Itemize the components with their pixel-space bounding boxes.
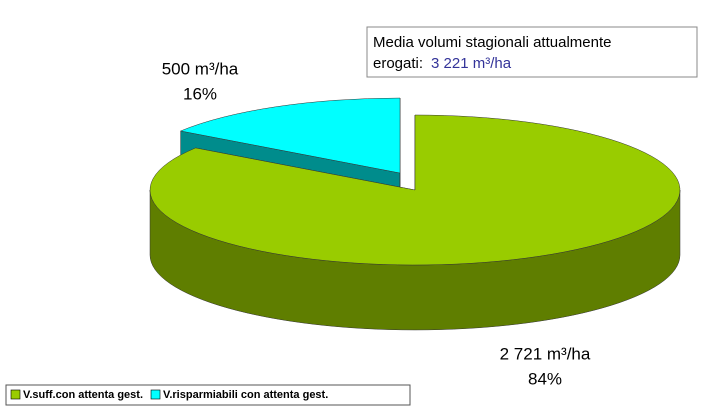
legend-swatch [150, 389, 161, 400]
legend-label: V.risparmiabili con attenta gest. [163, 389, 328, 401]
annotation-text: erogati: [373, 55, 423, 72]
data-label: 500 m³/ha [162, 59, 239, 78]
legend-label: V.suff.con attenta gest. [23, 389, 143, 401]
pie-slice [149, 114, 681, 266]
annotation-box [366, 26, 698, 78]
pie-slice [179, 97, 401, 174]
annotation-value: 3 221 m³/ha [431, 55, 512, 72]
data-label: 16% [183, 84, 217, 103]
legend-box [5, 384, 411, 406]
legend-swatch [10, 389, 21, 400]
data-label: 2 721 m³/ha [500, 344, 591, 363]
data-label: 84% [528, 369, 562, 388]
annotation-text: Media volumi stagionali attualmente [373, 34, 611, 51]
